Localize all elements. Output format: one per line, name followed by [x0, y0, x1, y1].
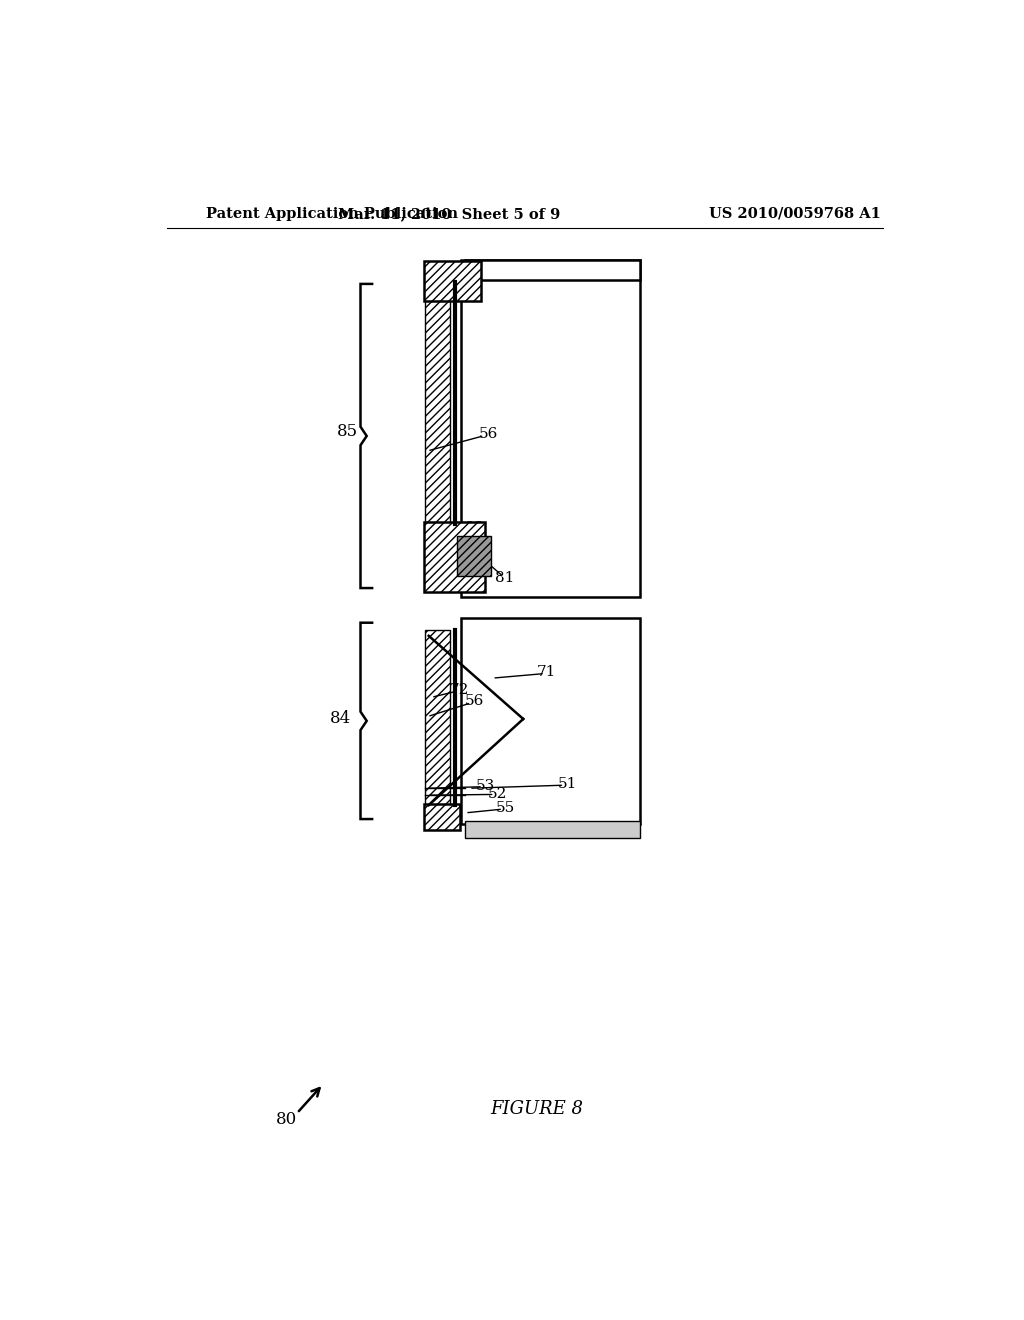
Bar [465, 821, 640, 838]
Text: 53: 53 [476, 779, 496, 793]
Text: US 2010/0059768 A1: US 2010/0059768 A1 [710, 207, 881, 220]
Text: FIGURE 8: FIGURE 8 [489, 1101, 583, 1118]
Text: 51: 51 [558, 776, 578, 791]
Bar [465, 260, 640, 280]
Text: 82: 82 [465, 521, 484, 535]
Bar [424, 804, 460, 830]
Bar [458, 536, 490, 576]
Bar [425, 281, 450, 524]
Text: 85: 85 [337, 424, 358, 441]
Text: 81: 81 [496, 572, 515, 585]
Text: 80: 80 [276, 1111, 298, 1127]
Bar [461, 618, 640, 825]
Text: 72: 72 [450, 682, 469, 697]
Bar [424, 261, 480, 301]
Text: 52: 52 [487, 787, 507, 801]
Text: Patent Application Publication: Patent Application Publication [206, 207, 458, 220]
Text: 84: 84 [330, 710, 351, 727]
Bar [424, 521, 484, 591]
Bar [461, 260, 640, 598]
Bar [425, 631, 450, 805]
Text: 56: 56 [478, 428, 498, 441]
Text: Mar. 11, 2010  Sheet 5 of 9: Mar. 11, 2010 Sheet 5 of 9 [339, 207, 561, 220]
Text: 56: 56 [465, 694, 484, 709]
Text: 55: 55 [496, 800, 515, 814]
Text: 71: 71 [538, 665, 557, 678]
